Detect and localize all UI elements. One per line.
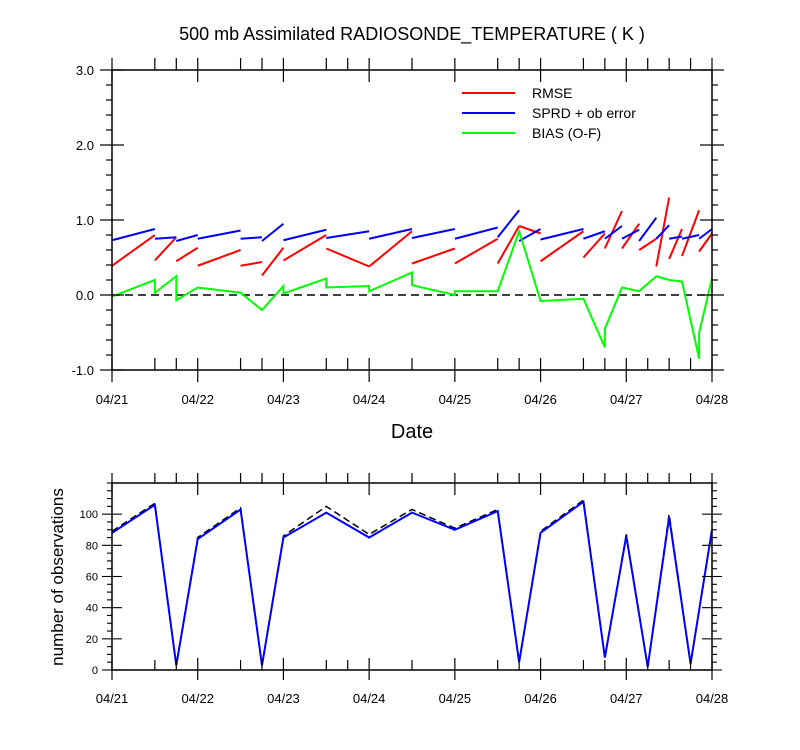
bottom-plot-frame bbox=[111, 482, 713, 671]
sprd-ob-error-segment-1 bbox=[154, 236, 177, 240]
bottom-y-tick-label: 80 bbox=[86, 540, 98, 552]
sprd-ob-error-segment-17 bbox=[638, 217, 658, 242]
sprd-ob-error-segment-12 bbox=[518, 228, 542, 242]
top-x-tick-label: 04/23 bbox=[267, 392, 300, 407]
top-y-tick-label: 0.0 bbox=[76, 288, 94, 303]
rmse-segment-2 bbox=[175, 246, 199, 263]
rmse-segment-16 bbox=[621, 223, 640, 250]
bottom-series-group bbox=[111, 498, 713, 668]
sprd-ob-error-segment-7 bbox=[326, 230, 370, 239]
bottom-x-tick-label: 04/22 bbox=[181, 691, 214, 706]
rmse-segment-14 bbox=[582, 232, 606, 259]
sprd-ob-error-segment-18 bbox=[655, 224, 670, 240]
top-x-tick-label: 04/28 bbox=[696, 392, 729, 407]
top-y-tick-label: 2.0 bbox=[76, 138, 94, 153]
rmse-segment-0 bbox=[111, 234, 156, 267]
legend-rmse-label: RMSE bbox=[532, 85, 572, 101]
legend-bias-label: BIAS (O-F) bbox=[532, 125, 601, 141]
rmse-segment-13 bbox=[539, 230, 585, 263]
bottom-y-tick-labels: 0 20 40 60 80 100 bbox=[80, 509, 98, 677]
rmse-segment-12 bbox=[518, 225, 541, 235]
bottom-x-tick-label: 04/25 bbox=[439, 691, 472, 706]
rmse-segment-9 bbox=[411, 247, 456, 265]
top-x-tick-label: 04/21 bbox=[96, 392, 129, 407]
bottom-y-axis-label: number of observations bbox=[48, 488, 67, 666]
rmse-segment-5 bbox=[261, 247, 285, 277]
rmse-segment-6 bbox=[282, 234, 327, 262]
sprd-ob-error-segment-0 bbox=[111, 228, 156, 242]
sprd-ob-error-segment-5 bbox=[261, 222, 285, 242]
sprd-ob-error-segment-11 bbox=[496, 209, 520, 238]
rmse-segment-7 bbox=[325, 247, 370, 268]
sprd-ob-error-segment-6 bbox=[283, 228, 327, 242]
sprd-ob-error-segment-9 bbox=[411, 228, 456, 239]
rmse-series bbox=[111, 197, 713, 277]
bottom-x-tick-label: 04/26 bbox=[524, 691, 557, 706]
sprd-ob-error-segment-16 bbox=[621, 228, 640, 240]
bias-o-f-line bbox=[111, 228, 713, 359]
sprd-ob-error-segment-14 bbox=[583, 230, 606, 240]
sprd-ob-error-segment-3 bbox=[197, 229, 241, 240]
top-y-tick-labels: -1.0 0.0 1.0 2.0 3.0 bbox=[72, 63, 94, 378]
sprd-ob-error-segment-15 bbox=[604, 225, 623, 240]
bottom-x-tick-label: 04/23 bbox=[267, 691, 300, 706]
bottom-y-tick-label: 0 bbox=[92, 665, 98, 677]
top-chart-title: 500 mb Assimilated RADIOSONDE_TEMPERATUR… bbox=[179, 24, 645, 45]
sprd-ob-error-segment-8 bbox=[368, 228, 413, 240]
bottom-y-tick-label: 20 bbox=[86, 634, 98, 646]
rmse-segment-21 bbox=[698, 232, 713, 253]
top-y-tick-label: 3.0 bbox=[76, 63, 94, 78]
sprd-ob-error-segment-21 bbox=[698, 228, 713, 240]
observations-available-line bbox=[111, 498, 713, 668]
top-x-tick-label: 04/27 bbox=[610, 392, 643, 407]
rmse-segment-4 bbox=[240, 261, 263, 267]
rmse-segment-3 bbox=[197, 249, 241, 267]
top-series-group bbox=[111, 197, 713, 359]
bottom-y-tick-label: 100 bbox=[80, 509, 98, 521]
sprd-ob-error-segment-13 bbox=[540, 228, 584, 241]
rmse-segment-11 bbox=[496, 225, 521, 264]
top-y-tick-label: -1.0 bbox=[72, 363, 94, 378]
top-x-tick-label: 04/25 bbox=[439, 392, 472, 407]
bottom-x-tick-label: 04/24 bbox=[353, 691, 386, 706]
sprd-ob-error-segment-19 bbox=[668, 235, 683, 240]
top-x-tick-label: 04/26 bbox=[524, 392, 557, 407]
rmse-segment-1 bbox=[154, 236, 178, 262]
bottom-x-tick-label: 04/27 bbox=[610, 691, 643, 706]
rmse-segment-10 bbox=[454, 237, 499, 265]
rmse-segment-8 bbox=[368, 230, 413, 268]
top-axis-ticks bbox=[100, 58, 724, 382]
bottom-x-tick-labels: 04/21 04/22 04/23 04/24 04/25 04/26 04/27 04/28 bbox=[96, 691, 729, 706]
top-x-axis-label: Date bbox=[391, 421, 433, 443]
rmse-segment-20 bbox=[681, 209, 701, 257]
rmse-segment-19 bbox=[668, 228, 683, 260]
top-y-tick-label: 1.0 bbox=[76, 213, 94, 228]
bias-o-f-series bbox=[111, 228, 713, 359]
top-chart: 500 mb Assimilated RADIOSONDE_TEMPERATUR… bbox=[72, 24, 729, 443]
sprd-ob-error-series bbox=[111, 209, 713, 242]
legend-sprd-label: SPRD + ob error bbox=[532, 105, 636, 121]
sprd-ob-error-segment-4 bbox=[240, 236, 263, 240]
sprd-ob-error-segment-2 bbox=[176, 234, 198, 242]
observations-used-line bbox=[111, 499, 713, 668]
rmse-segment-15 bbox=[603, 210, 623, 249]
bottom-axis-ticks bbox=[102, 473, 722, 680]
bottom-x-tick-label: 04/28 bbox=[696, 691, 729, 706]
rmse-segment-17 bbox=[638, 237, 657, 251]
top-x-tick-label: 04/24 bbox=[353, 392, 386, 407]
legend: RMSE SPRD + ob error BIAS (O-F) bbox=[462, 85, 636, 141]
bottom-y-tick-label: 40 bbox=[86, 603, 98, 615]
bottom-y-tick-label: 60 bbox=[86, 572, 98, 584]
sprd-ob-error-segment-20 bbox=[681, 234, 700, 240]
sprd-ob-error-segment-10 bbox=[454, 226, 498, 240]
top-x-tick-label: 04/22 bbox=[181, 392, 214, 407]
top-x-tick-labels: 04/21 04/22 04/23 04/24 04/25 04/26 04/27 04/28 bbox=[96, 392, 729, 407]
bottom-x-tick-label: 04/21 bbox=[96, 691, 129, 706]
